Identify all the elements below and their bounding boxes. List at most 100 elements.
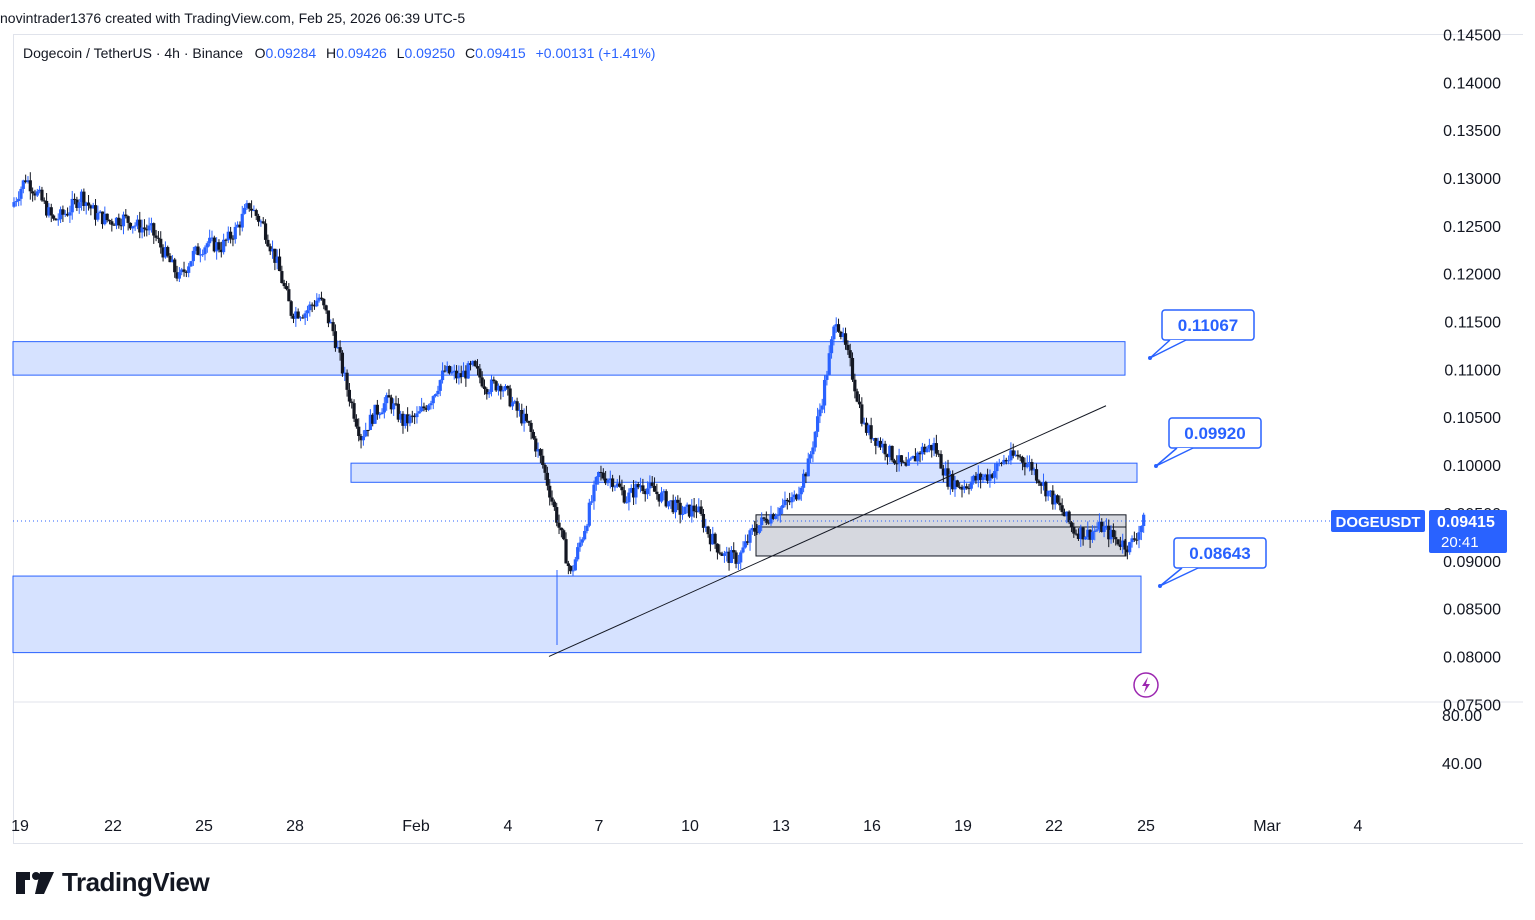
candle-body <box>457 373 461 379</box>
y-axis-tick-label: 0.14000 <box>1443 75 1501 92</box>
candle-body <box>890 445 894 461</box>
callout-box <box>1161 309 1255 341</box>
candle-body <box>296 311 300 319</box>
candle-body <box>238 224 242 228</box>
candle-body <box>652 485 657 492</box>
candle-body <box>1086 529 1090 538</box>
candle-body <box>1102 526 1106 532</box>
candle-body <box>312 305 317 307</box>
x-axis-tick-label: 28 <box>286 818 304 835</box>
candle-body <box>417 411 421 414</box>
candle-body <box>806 458 810 477</box>
candle-body <box>578 542 582 548</box>
candle-body <box>268 246 272 252</box>
candle-body <box>636 484 640 488</box>
candle-body <box>948 473 952 487</box>
candle-body <box>641 485 645 492</box>
candle-body <box>406 414 410 424</box>
candle-body <box>1011 450 1015 456</box>
y-axis-tick-label: 0.12500 <box>1443 219 1501 236</box>
candle-body <box>829 339 834 354</box>
candle-body <box>708 534 713 545</box>
price-tag-bg <box>1429 510 1507 554</box>
candle-body <box>482 386 487 390</box>
candle-body <box>615 483 619 487</box>
candle-body <box>329 322 333 324</box>
candle-body <box>266 239 270 247</box>
candle-body <box>941 468 945 476</box>
candle-body <box>215 242 219 252</box>
candle-body <box>427 405 431 410</box>
candle-body <box>133 225 137 227</box>
candle-body <box>783 499 787 506</box>
candle-body <box>1018 456 1022 458</box>
x-axis-tick-label: 22 <box>1045 818 1063 835</box>
candle-body <box>613 486 617 488</box>
open-value: 0.09284 <box>265 45 317 61</box>
candle-body <box>953 480 957 490</box>
chart-panel[interactable] <box>13 34 1523 844</box>
tradingview-logo-icon <box>16 871 54 894</box>
candle-body <box>464 370 468 379</box>
x-axis-tick-label: 4 <box>504 818 513 835</box>
candle-body <box>277 256 282 272</box>
candle-body <box>757 525 761 533</box>
candle-body <box>1139 526 1143 533</box>
candle-body <box>303 313 307 318</box>
candle-body <box>923 446 927 453</box>
candle-body <box>541 455 545 465</box>
callout-anchor <box>1154 464 1158 468</box>
candle-body <box>913 456 918 462</box>
candle-body <box>769 514 773 524</box>
x-axis-tick-label: 19 <box>954 818 972 835</box>
candle-body <box>289 301 293 316</box>
candle-body <box>1016 454 1020 457</box>
candle-body <box>431 396 435 404</box>
candle-body <box>1067 511 1071 523</box>
y-axis-tick-label: 0.11000 <box>1444 362 1501 379</box>
candle-body <box>445 365 449 372</box>
candle-body <box>112 224 116 226</box>
candle-body <box>743 541 747 548</box>
candle-body <box>236 224 240 227</box>
candle-body <box>706 526 710 535</box>
candle-body <box>275 256 279 263</box>
candle-body <box>620 486 624 491</box>
candle-body <box>117 217 121 226</box>
candle-body <box>152 223 156 236</box>
candle-body <box>538 449 543 456</box>
candle-body <box>380 412 384 415</box>
candle-body <box>61 209 65 215</box>
candle-body <box>680 514 685 516</box>
candle-body <box>175 272 179 279</box>
candle-body <box>666 501 671 507</box>
candle-body <box>990 474 994 478</box>
close-value: 0.09415 <box>475 45 526 61</box>
zone-resistance-1 <box>350 462 1138 483</box>
candle-body <box>110 221 114 225</box>
candle-body <box>557 522 561 528</box>
candle-body <box>1034 469 1039 481</box>
candle-body <box>979 473 983 480</box>
candle-body <box>1027 462 1032 464</box>
candle-body <box>198 254 202 256</box>
candle-body <box>138 219 142 233</box>
candle-body <box>1104 525 1109 527</box>
candle-body <box>1062 511 1067 517</box>
candle-body <box>291 315 296 319</box>
countdown-label: 20:41 <box>1441 534 1479 551</box>
x-axis-tick-label: 10 <box>681 818 699 835</box>
candle-body <box>746 541 750 543</box>
candle-body <box>107 220 112 222</box>
candle-body <box>704 526 708 528</box>
candle-body <box>77 202 81 208</box>
candle-body <box>322 298 326 306</box>
candle-body <box>815 416 820 432</box>
candle-body <box>918 452 922 455</box>
candle-body <box>70 198 74 213</box>
candle-body <box>774 516 778 519</box>
candle-body <box>494 381 498 391</box>
candle-body <box>1020 456 1025 463</box>
candle-body <box>294 311 298 319</box>
